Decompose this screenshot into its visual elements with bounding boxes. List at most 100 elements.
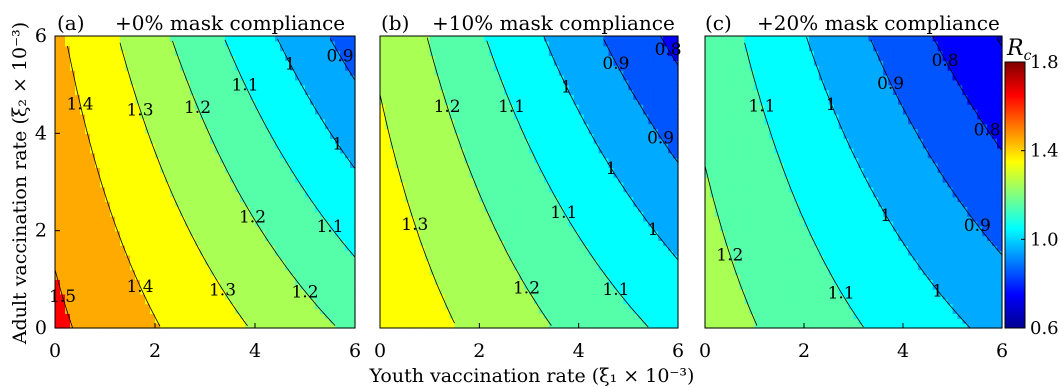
heatmap-cell [240,172,246,178]
heatmap-cell [115,36,121,42]
heatmap-cell [295,196,301,203]
heatmap-cell [335,133,341,139]
heatmap-cell [150,313,156,319]
heatmap-cell [220,143,226,149]
heatmap-cell [394,70,401,76]
heatmap-cell [225,220,231,227]
heatmap-cell [55,201,61,207]
heatmap-cell [434,123,441,130]
heatmap-cell [394,50,401,57]
heatmap-cell [335,113,341,120]
heatmap-cell [335,109,341,115]
heatmap-cell [330,279,336,285]
heatmap-cell [434,89,441,95]
heatmap-cell [110,74,116,81]
heatmap-cell [110,143,116,149]
heatmap-cell [315,50,321,57]
heatmap-cell [195,177,201,183]
heatmap-cell [340,264,346,271]
heatmap-cell [65,196,71,203]
heatmap-cell [424,94,431,100]
heatmap-cell [330,70,336,76]
heatmap-cell [424,196,431,203]
heatmap-cell [414,216,421,222]
heatmap-cell [290,118,296,125]
heatmap-cell [464,89,470,95]
heatmap-cell [70,162,76,168]
heatmap-cell [429,167,436,173]
heatmap-cell [419,128,426,134]
heatmap-cell [285,167,291,173]
heatmap-cell [185,167,191,173]
heatmap-cell [115,245,121,251]
heatmap-cell [484,240,490,246]
heatmap-cell [340,220,346,227]
heatmap-cell [230,230,236,237]
heatmap-cell [185,45,191,52]
heatmap-cell [429,177,436,183]
heatmap-cell [65,147,71,154]
heatmap-cell [110,313,116,319]
heatmap-cell [115,118,121,125]
heatmap-cell [130,220,136,227]
heatmap-cell [160,298,166,305]
heatmap-cell [250,318,256,324]
heatmap-cell [100,123,106,130]
heatmap-cell [454,264,461,271]
heatmap-cell [315,191,321,198]
heatmap-cell [399,99,406,105]
heatmap-cell [160,138,166,144]
heatmap-cell [444,89,451,95]
heatmap-cell [145,177,151,183]
heatmap-cell [280,118,286,125]
heatmap-cell [255,196,261,203]
heatmap-cell [444,172,451,178]
heatmap-cell [350,201,356,207]
heatmap-cell [130,264,136,271]
heatmap-cell [285,216,291,222]
heatmap-cell [340,133,346,139]
heatmap-cell [280,279,286,285]
heatmap-cell [439,172,446,178]
heatmap-cell [235,104,241,110]
heatmap-cell [150,177,156,183]
heatmap-cell [225,65,231,71]
heatmap-cell [140,255,146,261]
heatmap-cell [265,147,271,154]
heatmap-cell [260,167,266,173]
heatmap-cell [474,264,480,271]
heatmap-cell [270,313,276,319]
heatmap-cell [330,109,336,115]
heatmap-cell [135,128,141,134]
heatmap-cell [170,167,176,173]
heatmap-cell [95,186,101,193]
heatmap-cell [230,84,236,91]
heatmap-cell [389,191,396,198]
heatmap-cell [320,94,326,100]
heatmap-cell [140,89,146,95]
heatmap-cell [165,303,171,310]
heatmap-cell [439,104,446,110]
heatmap-cell [270,177,276,183]
heatmap-cell [95,182,101,188]
heatmap-cell [285,298,291,305]
heatmap-cell [454,289,461,295]
heatmap-cell [140,74,146,81]
heatmap-cell [335,323,341,329]
heatmap-cell [100,308,106,314]
heatmap-cell [394,318,401,324]
heatmap-cell [85,45,91,52]
heatmap-cell [70,240,76,246]
heatmap-cell [340,230,346,237]
heatmap-cell [484,177,490,183]
heatmap-cell [170,216,176,222]
heatmap-cell [205,123,211,130]
heatmap-cell [115,284,121,290]
heatmap-cell [200,206,206,212]
heatmap-cell [384,235,391,241]
heatmap-cell [275,138,281,144]
heatmap-cell [150,308,156,314]
heatmap-cell [245,201,251,207]
heatmap-cell [170,303,176,310]
heatmap-cell [210,177,216,183]
